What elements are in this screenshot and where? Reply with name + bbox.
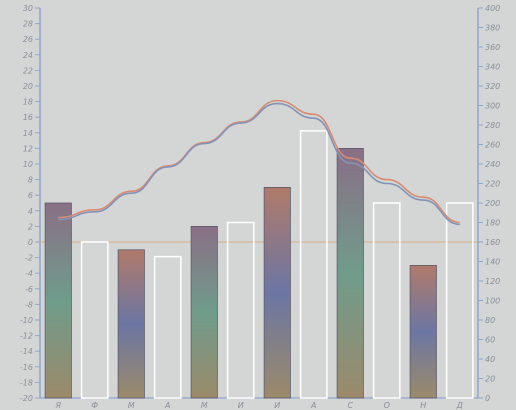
right-tick-label: 40 [485,355,495,364]
category-label: М [128,401,135,410]
right-tick-label: 20 [485,375,495,384]
temperature-bar [409,264,437,399]
right-tick-label: 260 [485,141,500,150]
right-tick-label: 80 [485,316,495,325]
left-tick-label: -4 [25,269,33,278]
left-tick-label: -14 [20,347,33,356]
left-tick-label: -8 [25,300,33,309]
left-tick-label: 2 [28,222,33,231]
left-tick-label: 14 [23,129,33,138]
right-tick-label: 120 [485,277,500,286]
lines-layer [58,99,460,226]
left-tick-label: 26 [23,35,33,44]
left-tick-label: 6 [28,191,33,200]
left-tick-label: 30 [23,4,33,13]
left-tick-label: -12 [20,332,33,341]
left-tick-label: -18 [20,378,33,387]
left-axis-ticks: -20-18-16-14-12-10-8-6-4-202468101214161… [20,4,40,403]
right-tick-label: 100 [485,297,500,306]
right-tick-label: 380 [485,24,500,33]
left-tick-label: 16 [23,113,33,122]
category-label: А [310,401,316,410]
category-label: Я [54,401,61,410]
series-line [58,102,460,226]
category-label: Д [456,401,463,410]
left-tick-label: 8 [28,176,33,185]
temperature-bar [190,225,218,399]
left-tick-label: 4 [28,207,33,216]
category-label: Н [420,401,426,410]
right-tick-label: 340 [485,63,500,72]
left-tick-label: -6 [25,285,33,294]
right-tick-label: 240 [485,160,500,169]
category-label: С [347,401,353,410]
right-tick-label: 280 [485,121,500,130]
category-label: И [238,401,244,410]
outline-bar [226,221,255,399]
temperature-bar [263,186,291,399]
temperature-bar [336,147,364,399]
right-tick-label: 400 [485,4,500,13]
left-tick-label: 22 [23,66,33,75]
series-line [58,99,460,224]
category-label: М [201,401,208,410]
right-axis-ticks: 0 20 40 60 80 100 120 140 160 180 200 220 240 260 280 3… [478,4,500,403]
category-label: Ф [91,401,98,410]
outline-bar [80,241,109,399]
right-tick-label: 300 [485,102,500,111]
left-tick-label: 20 [23,82,33,91]
right-tick-label: 60 [485,336,495,345]
right-tick-label: 160 [485,238,500,247]
right-tick-label: 320 [485,82,500,91]
outline-bar [372,202,401,399]
right-tick-label: 360 [485,43,500,52]
left-tick-label: 28 [23,20,33,29]
outline-bar [445,202,474,399]
left-tick-label: 24 [23,51,33,60]
right-tick-label: 0 [485,394,490,403]
category-label: А [164,401,170,410]
temperature-bar [44,202,72,399]
right-tick-label: 140 [485,258,500,267]
right-tick-label: 180 [485,219,500,228]
left-tick-label: 10 [23,160,33,169]
right-tick-label: 220 [485,180,500,189]
left-tick-label: 12 [23,144,33,153]
left-tick-label: 0 [28,238,33,247]
category-label: О [384,401,390,410]
temperature-bar [117,249,145,399]
outline-bar [299,130,328,399]
left-tick-label: -16 [20,363,33,372]
right-tick-label: 200 [485,199,500,208]
category-label: И [274,401,280,410]
left-tick-label: 18 [23,98,33,107]
left-tick-label: -2 [25,254,33,263]
left-tick-label: -20 [20,394,33,403]
bars-layer [44,130,474,399]
left-tick-label: -10 [20,316,33,325]
outline-bar [153,255,182,399]
